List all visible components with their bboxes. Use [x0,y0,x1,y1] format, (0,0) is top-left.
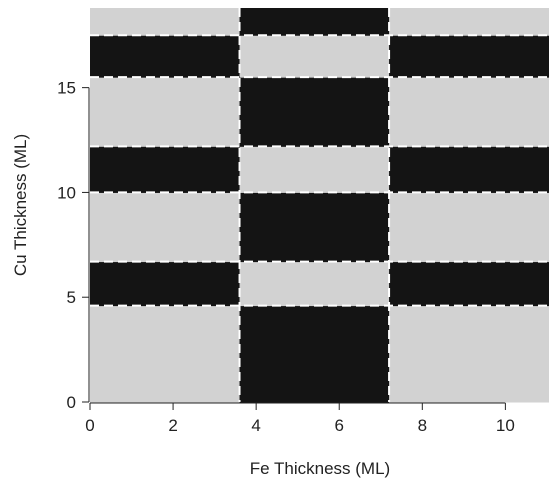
heatmap-cell [389,146,549,193]
heatmap-cell [239,305,390,403]
heatmap-cell [90,35,241,78]
heatmap-cell [389,35,549,78]
heatmap-cell [239,8,390,36]
x-tick-label: 6 [334,416,343,435]
heatmap-cell [389,8,549,36]
x-tick-label: 4 [251,416,260,435]
heatmap-cell [239,146,390,193]
heatmap-cell [389,305,549,403]
heatmap-cell [389,77,549,147]
heatmap-cell [239,192,390,263]
heatmap-cell [90,77,241,147]
heatmap-cell [90,192,241,263]
y-tick-label: 10 [57,183,76,202]
heatmap-cell [90,146,241,193]
heatmap-cell [389,261,549,307]
y-tick-label: 15 [57,79,76,98]
y-axis-label: Cu Thickness (ML) [11,134,30,276]
x-tick-label: 2 [168,416,177,435]
y-tick-label: 0 [67,393,76,412]
heatmap-cell [239,77,390,147]
x-tick-label: 10 [496,416,515,435]
y-tick-label: 5 [67,288,76,307]
x-axis-label: Fe Thickness (ML) [250,459,390,478]
heatmap-cell [90,261,241,307]
heatmap-cell [90,305,241,403]
heatmap-cell [239,35,390,78]
heatmap-cell [389,192,549,263]
heatmap-cell [90,8,241,36]
x-tick-label: 0 [85,416,94,435]
heatmap-cell [239,261,390,307]
x-tick-label: 8 [418,416,427,435]
